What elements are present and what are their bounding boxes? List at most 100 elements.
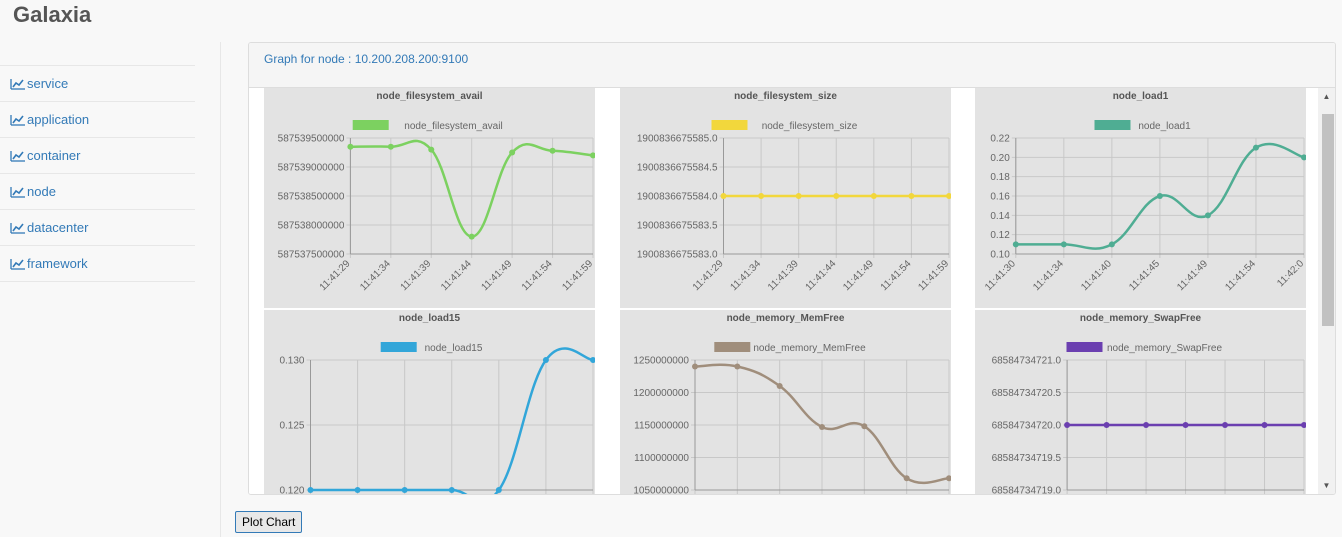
data-point[interactable] — [387, 143, 394, 150]
chart-title: node_load1 — [1113, 91, 1169, 102]
chart-title: node_memory_SwapFree — [1080, 313, 1202, 324]
data-point[interactable] — [448, 487, 455, 493]
data-point[interactable] — [1012, 241, 1019, 248]
chart-legend: node_memory_MemFree — [714, 342, 866, 354]
scroll-down-icon[interactable]: ▼ — [1322, 481, 1331, 490]
data-point[interactable] — [307, 487, 314, 493]
data-point[interactable] — [1108, 241, 1115, 248]
x-tick-label: 11:41:44 — [439, 258, 474, 293]
sidebar-item-application[interactable]: application — [0, 102, 195, 138]
y-tick-label: 68584734721.0 — [992, 356, 1062, 367]
line-chart-icon — [10, 150, 25, 162]
data-point[interactable] — [549, 147, 556, 154]
x-tick-label: 11:41:30 — [983, 258, 1018, 293]
chart-legend: node_load1 — [1094, 120, 1191, 132]
data-point[interactable] — [1182, 422, 1189, 428]
y-tick-label: 1200000000 — [633, 388, 689, 399]
data-point[interactable] — [908, 193, 915, 199]
sidebar-item-node[interactable]: node — [0, 174, 195, 210]
data-point[interactable] — [720, 193, 727, 199]
chart-svg: node_memory_SwapFree node_memory_SwapFree… — [992, 313, 1306, 495]
data-point[interactable] — [354, 487, 361, 493]
data-point[interactable] — [468, 233, 475, 240]
data-point[interactable] — [428, 146, 435, 153]
data-point[interactable] — [692, 363, 698, 370]
data-point[interactable] — [861, 423, 868, 430]
line-chart-icon — [10, 78, 25, 90]
sidebar-item-datacenter[interactable]: datacenter — [0, 210, 195, 246]
data-point[interactable] — [347, 143, 354, 150]
data-point[interactable] — [1156, 193, 1163, 199]
y-tick-label: 0.10 — [990, 250, 1010, 261]
data-point[interactable] — [870, 193, 877, 199]
y-tick-label: 1900836675584.5 — [637, 163, 718, 174]
y-tick-label: 587538500000 — [278, 192, 345, 203]
data-point[interactable] — [734, 363, 741, 370]
data-point[interactable] — [946, 475, 951, 482]
data-point[interactable] — [495, 487, 502, 493]
sidebar-item-container[interactable]: container — [0, 138, 195, 174]
data-point[interactable] — [401, 487, 408, 493]
chart-svg: node_load15 node_load15 0.130 0.125 0.120 — [279, 313, 595, 494]
plot-chart-button[interactable]: Plot Chart — [235, 511, 303, 533]
data-point[interactable] — [1301, 154, 1306, 161]
data-point[interactable] — [1301, 422, 1306, 428]
chart-node-filesystem-avail: node_filesystem_avail node_filesystem_ava… — [264, 88, 595, 308]
y-tick-label: 0.18 — [990, 172, 1010, 183]
y-tick-label: 587537500000 — [278, 250, 345, 261]
data-point[interactable] — [542, 357, 549, 363]
data-point[interactable] — [1222, 422, 1229, 428]
y-tick-label: 1900836675583.0 — [637, 250, 718, 261]
legend-swatch — [380, 342, 417, 352]
line-chart-icon — [10, 258, 25, 270]
x-tick-label: 11:41:34 — [1031, 258, 1066, 293]
y-tick-label: 0.125 — [279, 421, 304, 432]
data-point[interactable] — [1252, 144, 1259, 151]
y-tick-label: 68584734720.0 — [992, 421, 1062, 432]
data-point[interactable] — [1064, 422, 1071, 428]
x-tick-label: 11:41:29 — [318, 258, 353, 293]
data-point[interactable] — [795, 193, 802, 199]
x-tick-label: 11:41:49 — [1175, 258, 1210, 293]
x-tick-label: 11:42:0 — [1275, 258, 1306, 289]
y-tick-label: 1150000000 — [634, 421, 689, 432]
line-chart-icon — [10, 186, 25, 198]
chart-legend: node_memory_SwapFree — [1066, 342, 1222, 354]
charts-viewport[interactable]: node_filesystem_avail node_filesystem_ava… — [249, 88, 1317, 494]
y-tick-label: 0.20 — [990, 153, 1010, 164]
data-point[interactable] — [819, 423, 825, 430]
data-point[interactable] — [833, 193, 840, 199]
chart-legend: node_filesystem_avail — [352, 120, 503, 132]
legend-swatch — [1094, 120, 1131, 130]
panel-heading: Graph for node : 10.200.208.200:9100 — [249, 43, 1335, 88]
data-point[interactable] — [1261, 422, 1268, 428]
data-point[interactable] — [590, 357, 595, 363]
vertical-scrollbar[interactable]: ▲ ▼ — [1318, 88, 1335, 494]
data-point[interactable] — [509, 149, 516, 156]
x-tick-label: 11:41:49 — [841, 258, 876, 293]
sidebar-item-service[interactable]: service — [0, 66, 195, 102]
y-tick-label: 0.22 — [990, 134, 1010, 145]
data-point[interactable] — [1060, 241, 1067, 248]
chart-node-memory-memfree: node_memory_MemFree node_memory_MemFree 12… — [620, 310, 951, 494]
data-point[interactable] — [1204, 212, 1211, 219]
scroll-thumb[interactable] — [1322, 114, 1334, 326]
y-tick-label: 68584734719.0 — [992, 486, 1062, 495]
sidebar-item-label: service — [27, 76, 69, 91]
chart-node-load15: node_load15 node_load15 0.130 0.125 0.120 — [264, 310, 595, 494]
data-point[interactable] — [758, 193, 765, 199]
y-tick-label: 1900836675583.5 — [637, 221, 718, 232]
data-point[interactable] — [590, 152, 595, 159]
y-tick-label: 1250000000 — [633, 356, 689, 367]
x-tick-label: 11:41:34 — [728, 258, 763, 293]
data-point[interactable] — [1103, 422, 1110, 428]
chart-node-filesystem-size: node_filesystem_size node_filesystem_size… — [620, 88, 951, 308]
data-point[interactable] — [946, 193, 951, 199]
data-point[interactable] — [1143, 422, 1150, 428]
sidebar-item-framework[interactable]: framework — [0, 246, 195, 282]
sidebar-item-label: node — [27, 184, 56, 199]
scroll-up-icon[interactable]: ▲ — [1322, 92, 1331, 101]
data-point[interactable] — [903, 475, 910, 482]
data-point[interactable] — [776, 383, 783, 389]
y-tick-label: 587538000000 — [278, 221, 345, 232]
